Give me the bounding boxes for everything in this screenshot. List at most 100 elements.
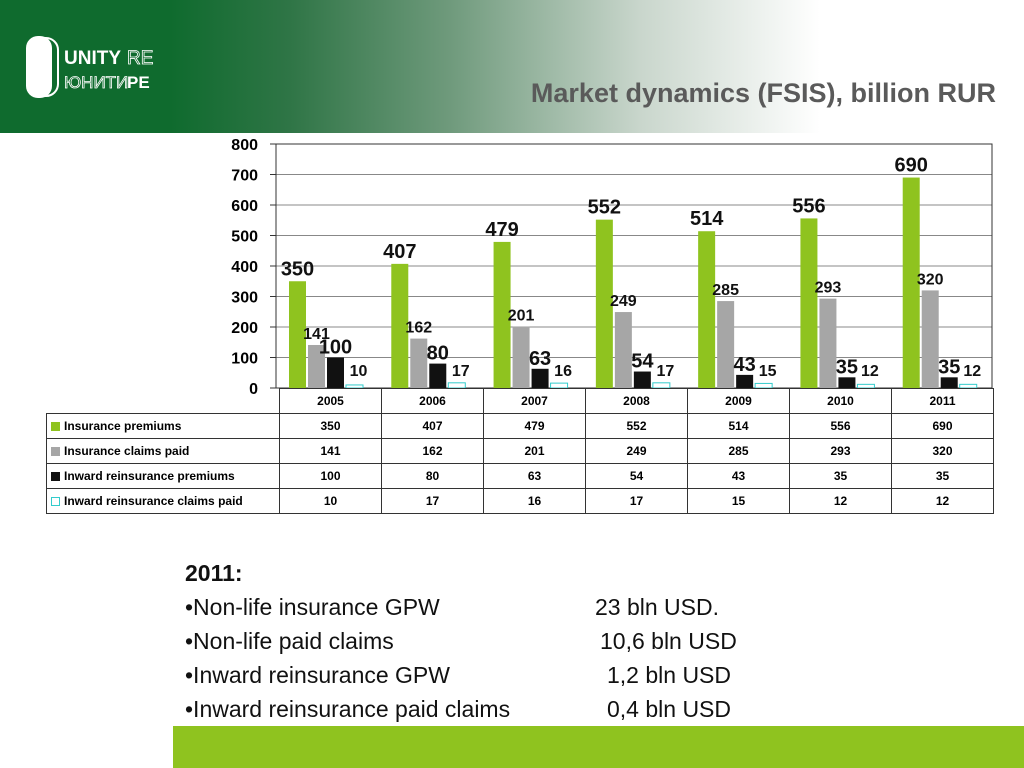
table-cell: 162 <box>381 438 484 464</box>
table-cell: 690 <box>891 413 994 439</box>
bar-1 <box>819 298 837 388</box>
table-cell: 350 <box>279 413 382 439</box>
bar-0 <box>800 218 818 388</box>
bar-2 <box>531 368 549 388</box>
table-cell: 35 <box>891 463 994 489</box>
table-cell: 320 <box>891 438 994 464</box>
note-item: •Non-life paid claims 10,6 bln USD <box>185 628 737 662</box>
legend-swatch <box>51 497 60 507</box>
table-cell: 63 <box>483 463 586 489</box>
data-label: 556 <box>792 195 825 217</box>
notes-2011: 2011: •Non-life insurance GPW 23 bln USD.… <box>185 560 737 730</box>
table-cell: 17 <box>585 488 688 514</box>
y-tick-label: 0 <box>249 381 258 398</box>
data-label: 407 <box>383 241 416 263</box>
svg-text:ЮНИТИ: ЮНИТИ <box>64 73 128 92</box>
year-header: 2005 <box>279 388 382 414</box>
y-tick-label: 300 <box>231 290 258 307</box>
table-cell: 80 <box>381 463 484 489</box>
table-row: Inward reinsurance claims paid 10 17 16 17 15… <box>46 488 994 514</box>
bar-0 <box>391 263 409 388</box>
bar-0 <box>698 231 716 388</box>
data-label: 320 <box>917 271 944 288</box>
table-cell: 12 <box>789 488 892 514</box>
year-header: 2007 <box>483 388 586 414</box>
note-value: 23 bln USD. <box>595 594 720 620</box>
unity-re-logo: UNITY RE ЮНИТИ РЕ <box>26 36 154 98</box>
bar-3 <box>856 383 875 389</box>
data-label: 16 <box>554 363 572 380</box>
y-tick-label: 200 <box>231 320 258 337</box>
svg-text:РЕ: РЕ <box>127 73 150 92</box>
footer-bar <box>173 726 1024 768</box>
table-row: Insurance premiums 350 407 479 552 514 556 690 <box>46 413 994 439</box>
y-tick-label: 100 <box>231 351 258 368</box>
data-label: 141 <box>303 326 330 343</box>
note-value: 0,4 bln USD <box>607 696 732 722</box>
note-value: 1,2 bln USD <box>607 662 732 688</box>
bar-1 <box>512 326 530 388</box>
legend-swatch <box>51 422 60 432</box>
year-header: 2010 <box>789 388 892 414</box>
note-value: 10,6 bln USD <box>600 628 737 654</box>
table-header-row: 2005 2006 2007 2008 2009 2010 2011 <box>47 388 994 414</box>
table-cell: 15 <box>687 488 790 514</box>
table-cell: 35 <box>789 463 892 489</box>
data-label: 35 <box>938 356 960 378</box>
data-label: 63 <box>529 348 551 370</box>
table-row: Inward reinsurance premiums 100 80 63 54 43 35… <box>46 463 994 489</box>
data-label: 43 <box>734 354 756 376</box>
table-cell: 552 <box>585 413 688 439</box>
table-cell: 407 <box>381 413 484 439</box>
note-label: •Inward reinsurance paid claims <box>185 696 511 722</box>
data-label: 12 <box>861 363 879 380</box>
bar-3 <box>550 382 569 389</box>
table-row: Insurance claims paid 141 162 201 249 285 293 3… <box>46 438 994 464</box>
data-label: 479 <box>485 219 518 241</box>
data-label: 80 <box>427 343 449 365</box>
legend-label: Insurance premiums <box>64 419 182 433</box>
note-label: •Non-life paid claims <box>185 628 394 654</box>
table-cell: 249 <box>585 438 688 464</box>
year-header: 2011 <box>891 388 994 414</box>
svg-text:RE: RE <box>127 48 153 69</box>
table-cell: 43 <box>687 463 790 489</box>
bar-1 <box>614 312 632 388</box>
table-cell: 10 <box>279 488 382 514</box>
table-cell: 285 <box>687 438 790 464</box>
table-cell: 479 <box>483 413 586 439</box>
y-tick-label: 800 <box>231 137 258 154</box>
data-label: 249 <box>610 293 637 310</box>
legend-label: Insurance claims paid <box>64 444 190 458</box>
table-cell: 16 <box>483 488 586 514</box>
data-label: 162 <box>405 320 432 337</box>
bar-2 <box>838 377 856 388</box>
header-banner <box>0 0 1024 133</box>
note-label: •Inward reinsurance GPW <box>185 662 450 688</box>
bar-0 <box>493 241 511 388</box>
notes-heading: 2011: <box>185 560 243 586</box>
data-label: 100 <box>319 337 352 359</box>
y-tick-label: 400 <box>231 259 258 276</box>
data-label: 285 <box>712 282 739 299</box>
data-label: 350 <box>281 258 314 280</box>
data-label: 201 <box>508 308 535 325</box>
bar-1 <box>717 301 735 388</box>
data-label: 54 <box>631 351 654 373</box>
bar-1 <box>308 344 325 388</box>
bar-3 <box>959 383 978 389</box>
y-tick-label: 600 <box>231 198 258 215</box>
bar-0 <box>902 177 920 388</box>
legend-swatch <box>51 447 60 457</box>
legend-label: Inward reinsurance premiums <box>64 469 235 483</box>
table-cell: 12 <box>891 488 994 514</box>
bar-3 <box>754 382 773 389</box>
bar-2 <box>940 377 958 388</box>
bar-chart: 0 100 200 300 400 500 600 700 800 350 407 479 552 514… <box>231 137 993 398</box>
data-label: 293 <box>815 280 842 297</box>
table-cell: 141 <box>279 438 382 464</box>
data-label: 17 <box>452 363 470 380</box>
legend-swatch <box>51 472 60 482</box>
note-item: •Non-life insurance GPW 23 bln USD. <box>185 594 719 628</box>
year-header: 2008 <box>585 388 688 414</box>
